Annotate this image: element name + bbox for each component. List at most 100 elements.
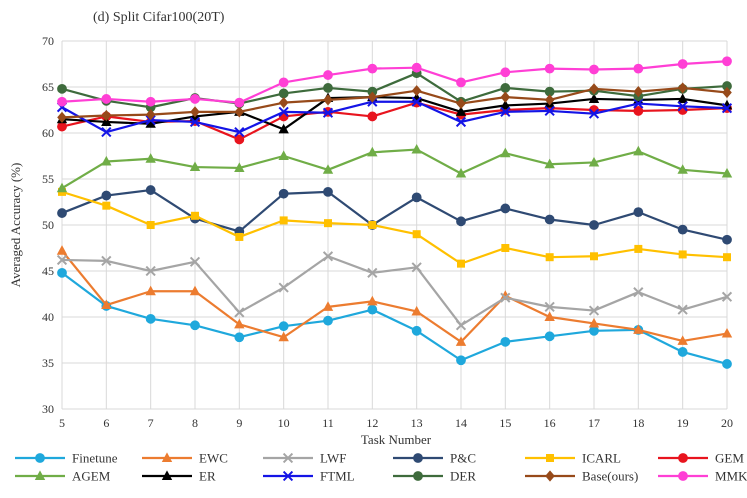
y-tick-label-0: 30 (42, 402, 54, 416)
data-point-6-10 (500, 147, 511, 158)
data-point-9-10 (500, 83, 511, 93)
x-tick-label-15: 20 (721, 416, 733, 430)
data-point-1-9 (455, 336, 467, 346)
x-tick-label-2: 7 (148, 416, 154, 430)
legend-label-8: FTML (320, 469, 355, 484)
data-point-1-8 (411, 305, 422, 316)
data-point-2-4 (234, 307, 245, 318)
data-point-0-15 (722, 359, 732, 369)
data-point-3-2 (145, 185, 156, 195)
data-point-10-8 (411, 85, 422, 97)
data-point-10-14 (677, 82, 688, 94)
data-point-6-9 (455, 167, 467, 178)
data-point-10-9 (456, 97, 466, 110)
data-point-1-14 (677, 335, 688, 345)
series-lines (56, 56, 733, 369)
data-point-0-4 (234, 332, 245, 343)
y-tick-label-1: 35 (42, 356, 54, 370)
series-6 (56, 143, 733, 193)
data-point-9-0 (57, 83, 67, 94)
legend-marker-1 (161, 452, 173, 462)
data-point-4-14 (678, 250, 687, 259)
data-point-4-11 (545, 253, 554, 262)
data-point-11-1 (101, 94, 112, 104)
x-tick-label-9: 14 (455, 416, 467, 430)
data-point-6-8 (411, 143, 422, 154)
data-point-4-4 (235, 232, 244, 241)
data-point-6-2 (145, 153, 156, 163)
data-point-8-14 (677, 101, 688, 112)
data-point-0-7 (367, 304, 378, 315)
data-point-1-12 (588, 317, 600, 328)
data-point-6-5 (278, 150, 289, 160)
legend-marker-6 (34, 470, 46, 480)
y-axis-label: Averaged Accuracy (%) (8, 163, 23, 288)
data-point-2-9 (455, 320, 467, 331)
data-point-0-14 (677, 347, 688, 357)
series-line-10 (61, 86, 728, 119)
y-tick-label-5: 55 (42, 172, 54, 186)
series-line-11 (61, 60, 728, 104)
legend-item-11: MMKDDA (658, 469, 747, 484)
series-2 (56, 251, 733, 331)
legend-marker-5 (678, 453, 688, 463)
data-point-2-14 (677, 304, 688, 315)
data-point-8-15 (721, 103, 733, 114)
legend-label-5: GEM (715, 451, 744, 466)
data-point-0-2 (145, 313, 156, 324)
data-point-7-5 (278, 123, 289, 134)
data-point-3-1 (101, 190, 112, 201)
legend-label-11: MMKDDA (715, 469, 747, 484)
data-point-6-0 (56, 182, 68, 193)
data-point-3-10 (500, 203, 511, 214)
data-point-11-10 (500, 67, 511, 78)
legend-marker-2 (282, 452, 294, 464)
data-point-10-4 (234, 106, 245, 118)
y-tick-label-3: 45 (42, 264, 54, 278)
data-point-2-0 (56, 254, 68, 266)
data-point-7-9 (455, 106, 467, 116)
data-point-6-13 (633, 145, 644, 156)
data-point-11-15 (722, 56, 732, 67)
data-point-2-5 (278, 282, 289, 293)
data-point-8-9 (455, 116, 467, 128)
legend-label-6: AGEM (72, 469, 111, 484)
data-point-3-11 (544, 214, 555, 225)
data-point-0-10 (500, 336, 511, 347)
data-point-11-11 (544, 63, 555, 74)
legend-item-7: ER (142, 469, 216, 484)
data-point-1-1 (101, 299, 112, 310)
data-point-2-8 (411, 262, 422, 273)
data-point-6-15 (721, 167, 733, 178)
series-line-8 (61, 100, 728, 134)
legend-label-10: Base(ours) (582, 469, 638, 484)
data-point-11-9 (456, 77, 466, 88)
legend-marker-9 (413, 471, 423, 481)
data-point-6-12 (588, 156, 600, 167)
x-tick-label-13: 18 (632, 416, 644, 430)
x-tick-label-10: 15 (499, 416, 511, 430)
data-point-7-10 (500, 99, 511, 110)
data-point-8-8 (411, 96, 422, 107)
data-point-11-3 (190, 94, 200, 104)
x-tick-label-4: 9 (236, 416, 242, 430)
data-point-11-13 (633, 63, 644, 74)
x-tick-label-14: 19 (677, 416, 689, 430)
data-point-4-15 (723, 253, 731, 262)
data-point-2-7 (367, 267, 378, 278)
data-point-10-13 (633, 86, 644, 98)
data-point-1-3 (189, 285, 201, 296)
data-point-11-0 (57, 96, 67, 107)
data-point-2-2 (145, 265, 156, 277)
x-tick-label-3: 8 (192, 416, 198, 430)
data-point-5-7 (367, 111, 378, 122)
x-tick-label-0: 5 (59, 416, 65, 430)
data-point-5-13 (633, 106, 644, 116)
legend-label-1: EWC (199, 451, 228, 466)
data-point-0-6 (323, 315, 333, 326)
series-line-9 (61, 72, 728, 109)
data-point-2-3 (189, 256, 201, 267)
data-point-3-6 (323, 186, 333, 197)
legend-item-3: P&C (393, 451, 476, 466)
legend-label-2: LWF (320, 451, 346, 466)
